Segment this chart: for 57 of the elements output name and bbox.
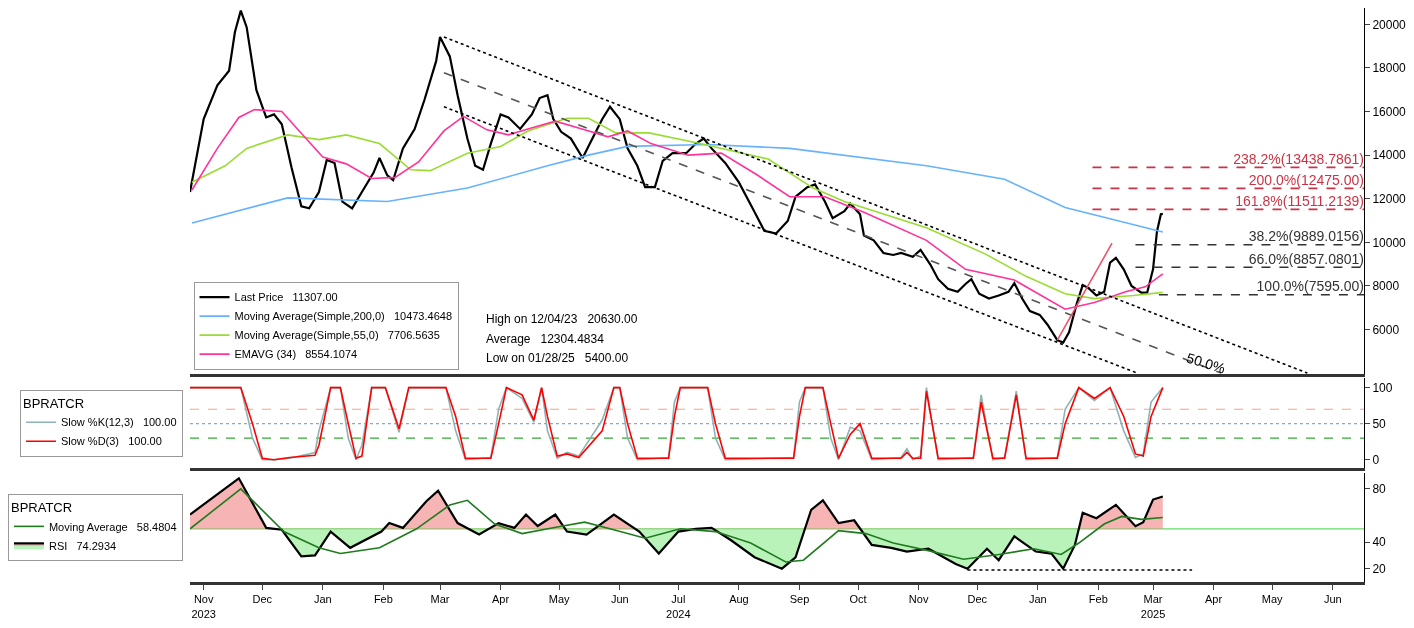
x-tick-label: Feb bbox=[373, 593, 393, 606]
y-tick-label: 8000 bbox=[1372, 279, 1400, 294]
legend-label: Moving Average(Simple,55,0) 7706.5635 bbox=[234, 329, 440, 342]
x-tick-label: Apr bbox=[492, 593, 510, 606]
x-tick-label: Jun bbox=[610, 593, 629, 606]
legend-label: Moving Average(Simple,200,0) 10473.4648 bbox=[234, 310, 453, 323]
y-tick-label: 6000 bbox=[1372, 322, 1400, 337]
x-tick-label: Jan bbox=[1028, 593, 1047, 606]
x-tick-label: Nov bbox=[908, 593, 929, 606]
y-tick-label: 50 bbox=[1372, 416, 1387, 431]
y-tick-label: 0 bbox=[1372, 452, 1380, 467]
x-tick-label: May bbox=[548, 593, 571, 606]
legend-label: Last Price 11307.00 bbox=[234, 291, 338, 304]
legend-title: BPRATCR bbox=[10, 499, 73, 515]
x-tick-label: Aug bbox=[729, 593, 749, 606]
series-label: 38.2%(9889.0156) bbox=[1248, 228, 1364, 245]
y-tick-label: 14000 bbox=[1372, 148, 1407, 163]
x-tick-label: Jul 2024 bbox=[666, 593, 691, 620]
annotation: Average 12304.4834 bbox=[486, 332, 605, 346]
legend-label: RSI 74.2934 bbox=[48, 539, 117, 552]
x-tick-label: Feb bbox=[1088, 593, 1108, 606]
y-tick-label: 80 bbox=[1372, 482, 1387, 497]
y-tick-label: 16000 bbox=[1372, 104, 1407, 119]
annotation: High on 12/04/23 20630.00 bbox=[486, 312, 638, 326]
line-series bbox=[191, 143, 1164, 233]
x-tick-label: Mar 2025 bbox=[1140, 593, 1166, 620]
x-tick-label: Dec bbox=[967, 593, 988, 606]
x-tick-label: Jun bbox=[1323, 593, 1342, 606]
line-series bbox=[190, 386, 1164, 461]
y-tick-label: 100 bbox=[1372, 380, 1393, 395]
x-tick-label: Nov 2023 bbox=[191, 593, 216, 620]
y-tick-label: 18000 bbox=[1372, 61, 1407, 76]
legend-label: Slow %K(12,3) 100.00 bbox=[60, 416, 177, 429]
y-tick-label: 40 bbox=[1372, 535, 1387, 550]
annotation: 50.0% bbox=[1184, 349, 1228, 377]
x-tick-label: Sep bbox=[789, 593, 810, 606]
series-label: 238.2%(13438.7861) bbox=[1233, 150, 1364, 167]
x-tick-label: May bbox=[1261, 593, 1284, 606]
legend-label: Moving Average 58.4804 bbox=[48, 520, 177, 533]
y-tick-label: 20000 bbox=[1372, 17, 1407, 32]
x-tick-label: Apr bbox=[1205, 593, 1223, 606]
x-tick-label: Dec bbox=[252, 593, 273, 606]
annotation: Low on 01/28/25 5400.00 bbox=[486, 351, 629, 365]
y-tick-label: 10000 bbox=[1372, 235, 1407, 250]
series-label: 161.8%(11511.2139) bbox=[1235, 192, 1364, 209]
legend-label: Slow %D(3) 100.00 bbox=[60, 435, 162, 448]
series-label: 66.0%(8857.0801) bbox=[1248, 250, 1364, 267]
series-label: 100.0%(7595.00) bbox=[1256, 278, 1364, 295]
series-label: 200.0%(12475.00) bbox=[1248, 171, 1364, 188]
x-tick-label: Oct bbox=[849, 593, 867, 606]
x-tick-label: Mar bbox=[430, 593, 450, 606]
legend-title: BPRATCR bbox=[22, 395, 85, 411]
legend-label: EMAVG (34) 8554.1074 bbox=[234, 348, 358, 361]
line-series bbox=[190, 488, 1164, 563]
y-tick-label: 20 bbox=[1372, 561, 1387, 576]
x-tick-label: Jan bbox=[313, 593, 332, 606]
y-tick-label: 12000 bbox=[1372, 191, 1407, 206]
